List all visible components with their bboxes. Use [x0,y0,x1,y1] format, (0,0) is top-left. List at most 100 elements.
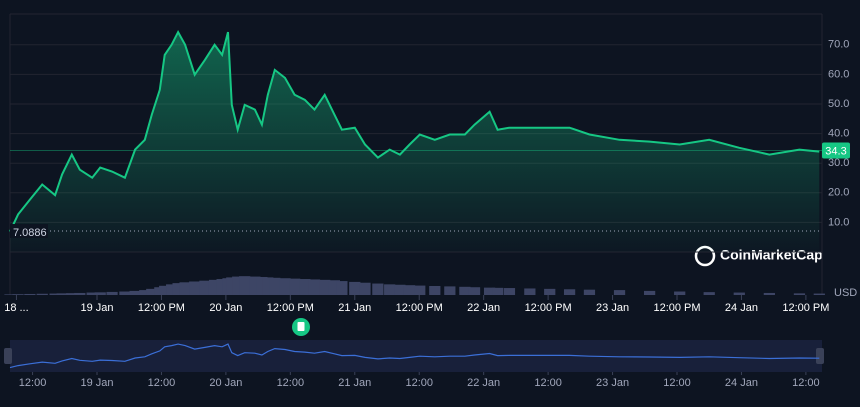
volume-bar [613,290,626,295]
volume-bar [308,279,321,295]
last-price-box [822,142,850,159]
volume-bar [129,290,141,295]
volume-bar [12,294,24,295]
volume-bar [524,288,536,295]
volume-bar [249,276,261,295]
volume-bar [172,283,184,295]
volume-bar [359,282,371,295]
volume-bar [403,285,416,295]
volume-bar [189,281,201,295]
volume-bar [336,281,348,295]
volume-bar [349,281,361,295]
volume-bar [262,277,274,295]
volume-bar [74,292,86,295]
volume-bar [119,291,131,295]
volume-bar [106,291,118,295]
volume-bar [319,279,331,295]
volume-bar [643,290,656,295]
x-tick-label: 12:00 PM [138,302,185,314]
volume-bar [139,290,151,295]
y-tick-label: 30.0 [828,157,849,169]
nav-line [9,343,820,369]
volume-bar [66,293,78,295]
x-tick-label: 12:00 PM [267,302,314,314]
volume-bar [36,293,48,295]
nav-x-tick-label: 19 Jan [80,377,113,389]
x-tick-label: 19 Jan [80,302,113,314]
volume-bar [583,289,596,295]
last-price-label: 34.3 [825,145,846,157]
volume-bar [56,293,68,295]
y-tick-label: 20.0 [828,187,849,199]
volume-bar [394,284,406,295]
currency: USD [834,287,857,299]
volume-bar [279,278,291,295]
volume-bar [372,283,384,295]
x-tick-label: 18 ... [4,302,28,314]
volume-bar [232,276,244,295]
volume-bar [483,287,496,295]
nav-x-tick-label: 12:00 [19,377,47,389]
volume-bar [563,289,576,295]
volume-bar [414,285,426,295]
nav-handle[interactable] [4,348,12,364]
volume-bar [544,288,556,295]
volume-bar [793,293,806,295]
x-tick-label: 20 Jan [209,302,242,314]
volume-bar [239,276,251,295]
price-area [10,32,820,252]
x-tick-label: 12:00 PM [396,302,443,314]
volume-bar [199,280,211,295]
volume-bar [24,293,36,295]
volume-bar [289,278,301,295]
x-tick-label: 23 Jan [596,302,629,314]
note-icon-doc [297,322,305,331]
volume-bar [468,287,481,295]
volume-bar [216,279,228,295]
x-tick-label: 12:00 PM [525,302,572,314]
nav-x-tick-label: 12:00 [792,377,820,389]
volume-bar [208,279,221,295]
nav-x-tick-label: 12:00 [534,377,562,389]
y-tick-label: 50.0 [828,98,849,110]
volume-bar [256,276,268,295]
x-tick-label: 12:00 PM [653,302,700,314]
nav-handle[interactable] [816,348,824,364]
y-tick-label: 10.0 [828,216,849,228]
volume-bar [4,294,16,295]
volume-bar [159,285,171,295]
volume-bar [674,291,686,295]
volume-bar [146,288,158,295]
volume-bar [492,287,504,295]
volume-bar [459,286,471,295]
navigator-bg [10,340,822,372]
volume-bar [49,293,61,295]
x-tick-label: 21 Jan [338,302,371,314]
y-tick-label: 70.0 [828,39,849,51]
volume-bar [444,286,456,295]
start-price-box [10,224,48,239]
nav-x-tick-label: 12:00 [148,377,176,389]
x-tick-label: 24 Jan [725,302,758,314]
volume-bar [733,292,745,295]
nav-x-tick-label: 12:00 [405,377,433,389]
volume-bar [179,282,191,295]
volume-bar [328,280,340,295]
volume-bar [86,292,98,295]
x-tick-label: 22 Jan [467,302,500,314]
volume-bar [269,277,281,295]
nav-x-tick-label: 20 Jan [209,377,242,389]
volume-bar [166,284,178,295]
x-tick-label: 12:00 PM [782,302,829,314]
start-price-label: 7.0886 [13,227,47,239]
volume-bar [384,284,396,295]
volume-bar [299,279,311,295]
volume-bar [703,292,715,295]
price-line [9,29,820,233]
volume-bar [763,292,775,295]
y-tick-label: 60.0 [828,68,849,80]
nav-x-tick-label: 21 Jan [338,377,371,389]
volume-bar [94,292,106,295]
nav-x-tick-label: 24 Jan [725,377,758,389]
